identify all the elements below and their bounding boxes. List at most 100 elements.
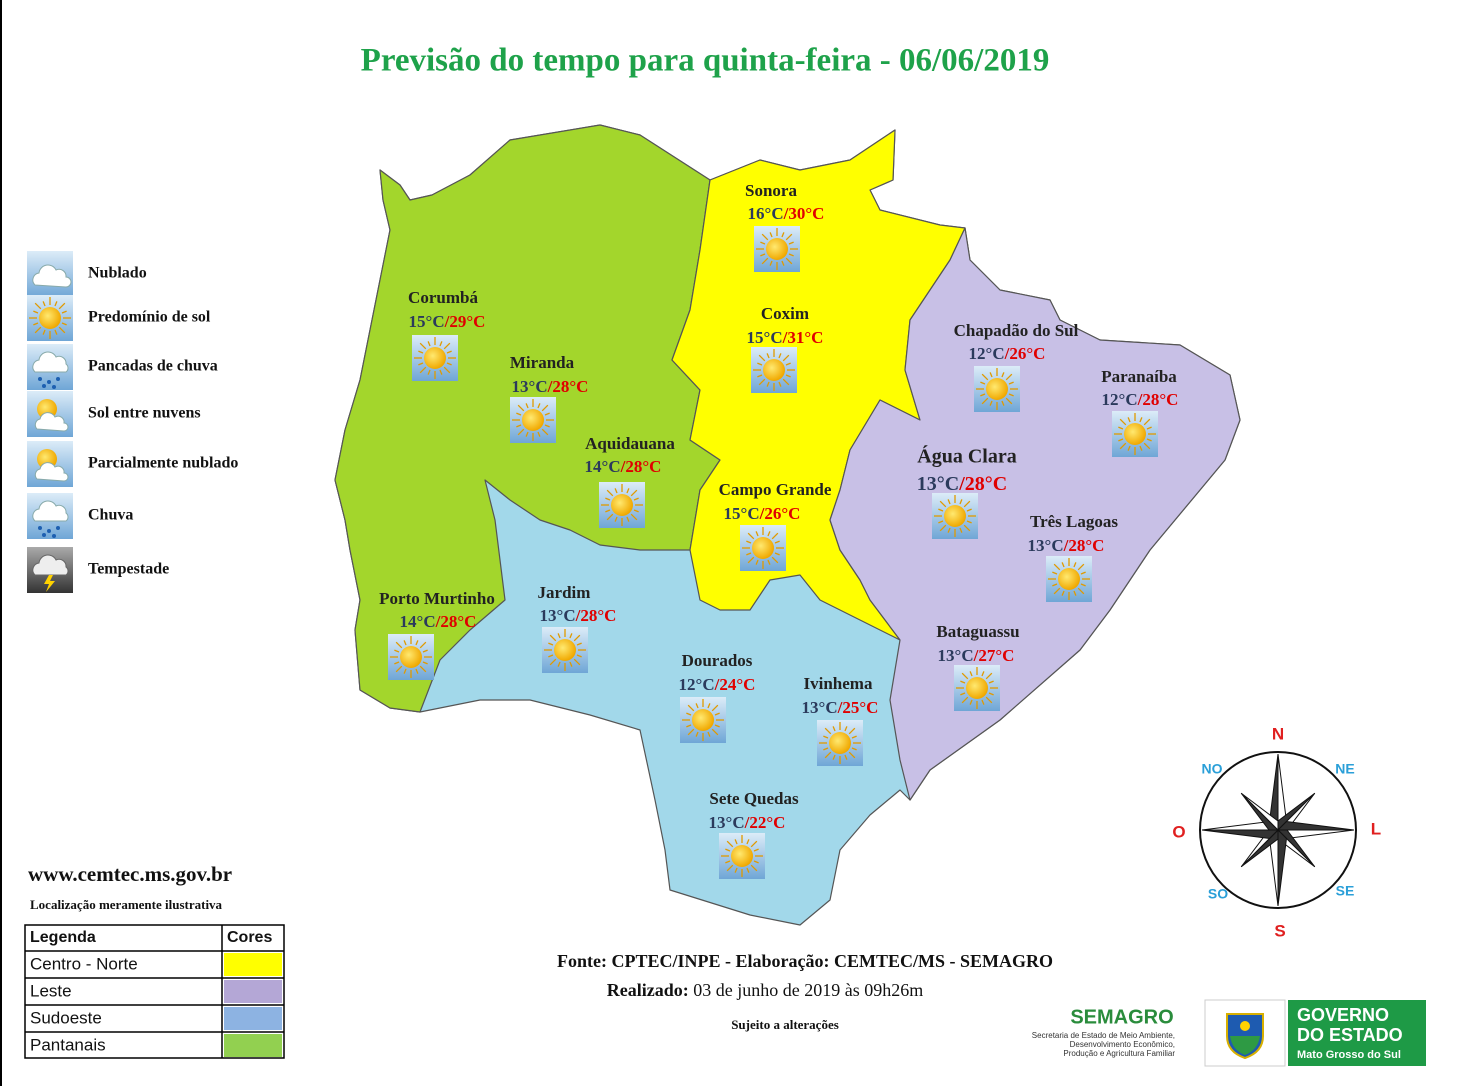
region-name: Leste (30, 981, 72, 1000)
weather-icon (542, 627, 588, 673)
temp-min: 13°C (917, 473, 959, 495)
legend-icon (27, 251, 73, 297)
temp-min: 16°C (748, 204, 784, 223)
city-temperature: 14°C/28°C (400, 612, 477, 631)
temp-separator: / (620, 457, 626, 476)
city-name: Jardim (538, 583, 591, 602)
temp-max: 26°C (1009, 344, 1045, 363)
temp-max: 31°C (787, 328, 823, 347)
temp-min: 13°C (938, 646, 974, 665)
region-name: Pantanais (30, 1035, 106, 1054)
weather-icon (599, 482, 645, 528)
city-temperature: 13°C/22°C (709, 813, 786, 832)
city-temperature: 13°C/28°C (917, 473, 1007, 495)
source: Fonte: CPTEC/INPE - Elaboração: CEMTEC/M… (557, 951, 1053, 971)
city-name: Miranda (510, 353, 575, 372)
temp-max: 28°C (440, 612, 476, 631)
legend-icon (27, 344, 73, 390)
made-info: Realizado: 03 de junho de 2019 às 09h26m (607, 980, 923, 1000)
logo-semagro: SEMAGRO (1070, 1006, 1173, 1028)
weather-icon (754, 226, 800, 272)
city-temperature: 13°C/28°C (540, 606, 617, 625)
city-name: Coxim (761, 304, 809, 323)
left-border (0, 0, 2, 1086)
weather-icon (751, 347, 797, 393)
city-temperature: 12°C/24°C (679, 675, 756, 694)
temp-max: 28°C (965, 473, 1007, 495)
temp-separator: / (435, 612, 441, 631)
legend-label: Sol entre nuvens (88, 405, 201, 422)
color-legend-table: Legenda Cores Centro - Norte Leste Sudoeste P… (24, 924, 285, 1059)
temp-max: 28°C (552, 377, 588, 396)
made-label: Realizado: (607, 980, 689, 1000)
city-temperature: 13°C/28°C (1028, 536, 1105, 555)
legend-label: Chuva (88, 507, 133, 524)
temp-min: 15°C (409, 312, 445, 331)
weather-icon (1046, 556, 1092, 602)
temp-separator: / (782, 328, 788, 347)
temp-min: 15°C (724, 504, 760, 523)
city-name: Dourados (682, 651, 753, 670)
compass-label: SE (1336, 883, 1355, 899)
website: www.cemtec.ms.gov.br (28, 862, 232, 886)
legend-label: Predomínio de sol (88, 309, 211, 326)
weather-icon (817, 720, 863, 766)
weather-icon (510, 397, 556, 443)
legend-icon (27, 441, 73, 487)
city-name: Corumbá (408, 288, 478, 307)
temp-max: 29°C (449, 312, 485, 331)
temp-separator: / (783, 204, 789, 223)
temp-max: 28°C (1068, 536, 1104, 555)
compass-label: N (1272, 724, 1284, 743)
temp-separator: / (958, 473, 965, 495)
region-leste (829, 227, 1241, 801)
temp-max: 25°C (842, 698, 878, 717)
city-name: Ivinhema (804, 674, 873, 693)
legend-icon (27, 295, 73, 341)
city-temperature: 14°C/28°C (585, 457, 662, 476)
weather-icon (1112, 411, 1158, 457)
temp-min: 13°C (709, 813, 745, 832)
city-temperature: 15°C/29°C (409, 312, 486, 331)
city-name: Paranaíba (1101, 367, 1177, 386)
legend-label: Nublado (88, 265, 147, 282)
region-color (224, 1034, 282, 1057)
region-name: Centro - Norte (30, 954, 138, 973)
city-name: Aquidauana (585, 434, 675, 453)
weather-icon (412, 335, 458, 381)
temp-min: 13°C (1028, 536, 1064, 555)
city-temperature: 12°C/26°C (969, 344, 1046, 363)
temp-separator: / (1137, 390, 1143, 409)
city-temperature: 12°C/28°C (1102, 390, 1179, 409)
weather-icon (719, 833, 765, 879)
city-name: Água Clara (917, 445, 1016, 468)
region-color (224, 980, 282, 1003)
semagro-name: SEMAGRO (1070, 1006, 1173, 1028)
made-text: 03 de junho de 2019 às 09h26m (689, 980, 923, 1000)
weather-icon (680, 697, 726, 743)
weather-icon (388, 634, 434, 680)
region-name: Sudoeste (30, 1008, 102, 1027)
note: Sujeito a alterações (731, 1017, 839, 1032)
legend-label: Parcialmente nublado (88, 455, 238, 472)
gov-text: GOVERNO (1297, 1005, 1389, 1025)
compass-label: L (1371, 819, 1381, 838)
temp-separator: / (1004, 344, 1010, 363)
temp-max: 24°C (719, 675, 755, 694)
table-header: Legenda (30, 929, 96, 946)
logo-governo (1204, 999, 1426, 1067)
weather-icon (740, 525, 786, 571)
temp-min: 12°C (969, 344, 1005, 363)
temp-min: 14°C (400, 612, 436, 631)
region-color (224, 1007, 282, 1030)
compass (1199, 751, 1357, 909)
legend-icon (27, 493, 73, 539)
city-temperature: 13°C/27°C (938, 646, 1015, 665)
temp-separator: / (973, 646, 979, 665)
temp-separator: / (547, 377, 553, 396)
city-name: Três Lagoas (1030, 512, 1118, 531)
temp-max: 26°C (764, 504, 800, 523)
compass-label: NO (1202, 761, 1223, 777)
disclaimer: Localização meramente ilustrativa (30, 897, 223, 912)
